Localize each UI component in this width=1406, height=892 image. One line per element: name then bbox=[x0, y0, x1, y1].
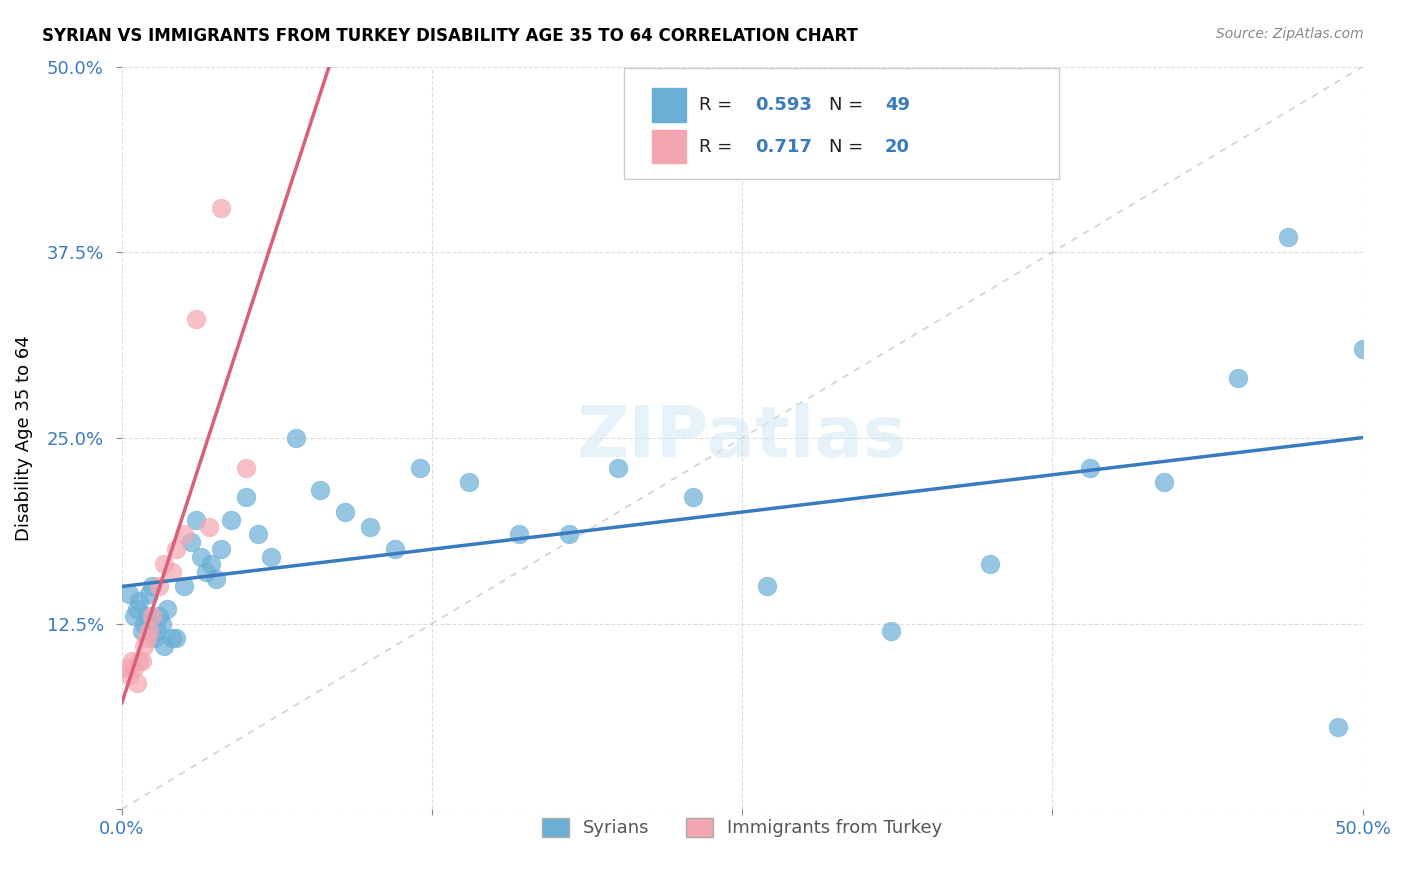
Point bbox=[1326, 721, 1348, 735]
Point bbox=[128, 654, 150, 668]
Point bbox=[190, 549, 212, 564]
Point bbox=[1277, 230, 1299, 244]
Point bbox=[148, 609, 170, 624]
Text: R =: R = bbox=[699, 96, 738, 114]
Text: N =: N = bbox=[830, 137, 869, 156]
Point bbox=[200, 557, 222, 571]
Point bbox=[173, 579, 195, 593]
Point bbox=[209, 201, 232, 215]
Point bbox=[508, 527, 530, 541]
Text: 20: 20 bbox=[884, 137, 910, 156]
Point bbox=[143, 632, 166, 646]
Point bbox=[235, 460, 257, 475]
Point bbox=[880, 624, 903, 638]
Point bbox=[155, 601, 177, 615]
Point bbox=[153, 639, 176, 653]
Point bbox=[118, 587, 141, 601]
Legend: Syrians, Immigrants from Turkey: Syrians, Immigrants from Turkey bbox=[534, 811, 950, 845]
Text: 49: 49 bbox=[884, 96, 910, 114]
FancyBboxPatch shape bbox=[624, 68, 1059, 179]
Point bbox=[205, 572, 228, 586]
Point bbox=[756, 579, 779, 593]
Point bbox=[125, 601, 148, 615]
Point bbox=[235, 490, 257, 504]
Point bbox=[134, 639, 156, 653]
Point bbox=[557, 527, 579, 541]
Point bbox=[166, 632, 188, 646]
Point bbox=[186, 312, 208, 326]
Point bbox=[209, 542, 232, 557]
Point bbox=[115, 661, 138, 675]
Text: R =: R = bbox=[699, 137, 738, 156]
Point bbox=[145, 624, 167, 638]
Point bbox=[138, 624, 160, 638]
Point bbox=[260, 549, 283, 564]
Point bbox=[141, 609, 163, 624]
Point bbox=[458, 475, 481, 490]
Point bbox=[148, 579, 170, 593]
Point bbox=[1078, 460, 1101, 475]
Point bbox=[173, 527, 195, 541]
Point bbox=[1227, 371, 1250, 385]
Bar bbox=[651, 88, 686, 121]
Point bbox=[118, 668, 141, 682]
Point bbox=[186, 512, 208, 526]
Point bbox=[247, 527, 270, 541]
Y-axis label: Disability Age 35 to 64: Disability Age 35 to 64 bbox=[15, 335, 32, 541]
Text: 0.593: 0.593 bbox=[755, 96, 811, 114]
Point bbox=[408, 460, 430, 475]
Text: SYRIAN VS IMMIGRANTS FROM TURKEY DISABILITY AGE 35 TO 64 CORRELATION CHART: SYRIAN VS IMMIGRANTS FROM TURKEY DISABIL… bbox=[42, 27, 858, 45]
Point bbox=[141, 579, 163, 593]
Bar bbox=[651, 129, 686, 163]
Point bbox=[124, 609, 146, 624]
Point bbox=[134, 616, 156, 631]
Point bbox=[166, 542, 188, 557]
Point bbox=[195, 565, 218, 579]
Text: Source: ZipAtlas.com: Source: ZipAtlas.com bbox=[1216, 27, 1364, 41]
Point bbox=[1153, 475, 1175, 490]
Point bbox=[1351, 342, 1374, 356]
Point bbox=[135, 609, 157, 624]
Point bbox=[160, 632, 183, 646]
Text: N =: N = bbox=[830, 96, 869, 114]
Point bbox=[309, 483, 332, 497]
Point bbox=[150, 616, 173, 631]
Point bbox=[124, 661, 146, 675]
Point bbox=[607, 460, 630, 475]
Point bbox=[138, 587, 160, 601]
Point bbox=[180, 534, 202, 549]
Point bbox=[682, 490, 704, 504]
Point bbox=[153, 557, 176, 571]
Point bbox=[284, 431, 307, 445]
Text: 0.717: 0.717 bbox=[755, 137, 811, 156]
Point bbox=[135, 632, 157, 646]
Point bbox=[335, 505, 357, 519]
Point bbox=[128, 594, 150, 608]
Point bbox=[131, 654, 153, 668]
Point bbox=[125, 676, 148, 690]
Point bbox=[197, 520, 219, 534]
Point bbox=[121, 654, 143, 668]
Point bbox=[359, 520, 381, 534]
Point bbox=[384, 542, 406, 557]
Point bbox=[160, 565, 183, 579]
Point bbox=[219, 512, 242, 526]
Text: ZIPatlas: ZIPatlas bbox=[578, 403, 907, 473]
Point bbox=[979, 557, 1001, 571]
Point bbox=[131, 624, 153, 638]
